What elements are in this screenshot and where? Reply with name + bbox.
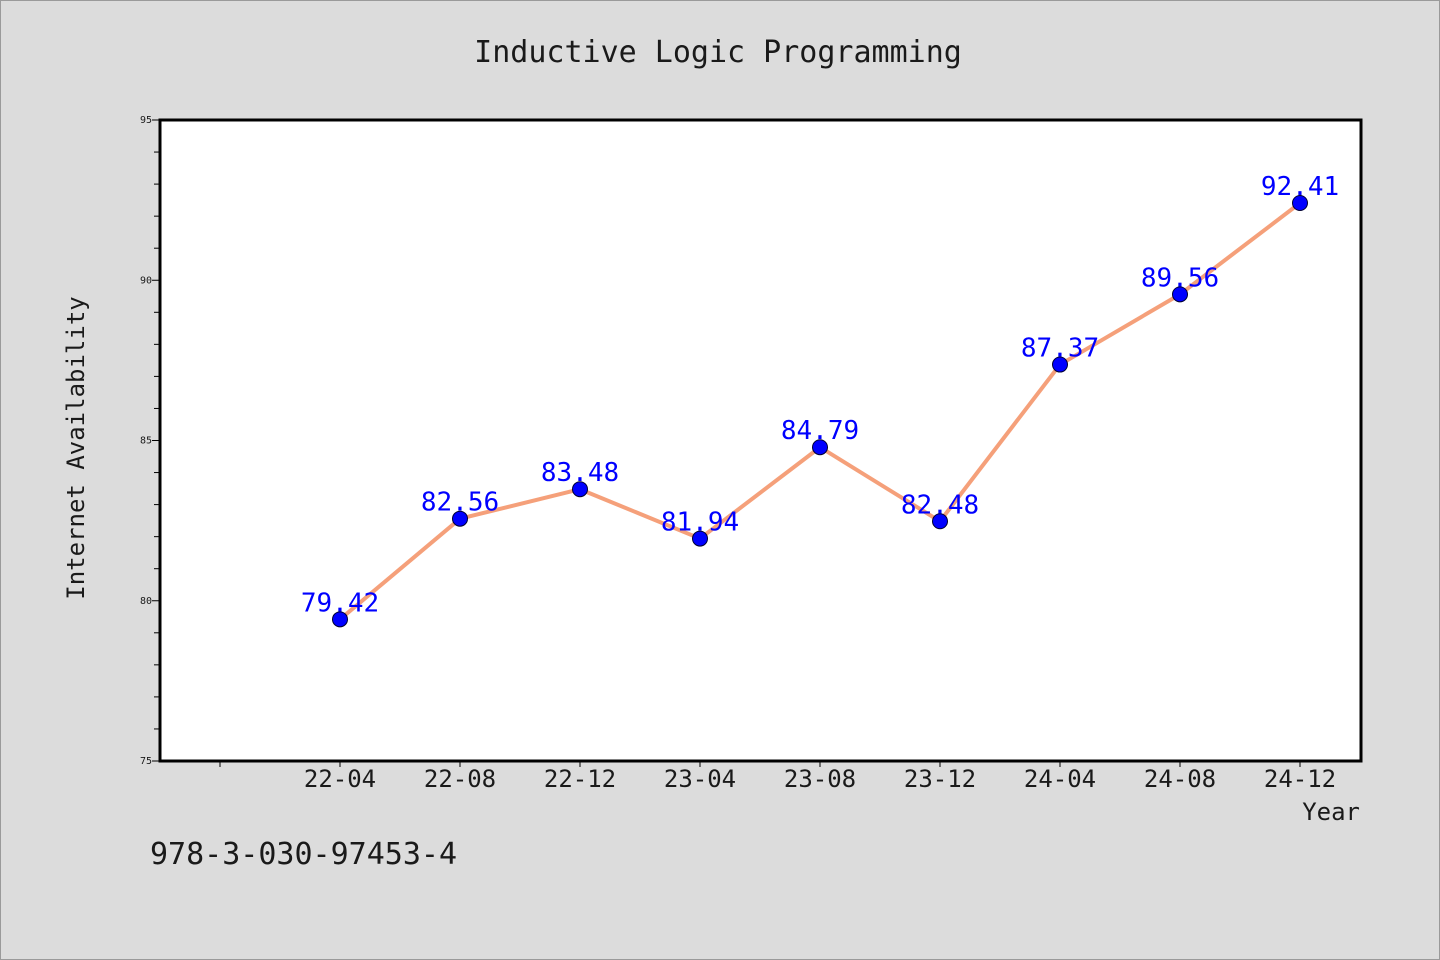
- data-label: 79.42: [301, 588, 379, 618]
- data-labels: 79.42 82.56 83.48 81.94 84.79 82.48 87.37 89.56…: [301, 172, 1339, 618]
- x-tick-label: 23-04: [664, 765, 736, 793]
- data-label: 89.56: [1141, 263, 1219, 293]
- data-label: 82.56: [421, 488, 499, 518]
- data-point: [1172, 286, 1188, 303]
- data-point: [572, 481, 588, 498]
- data-label: 82.48: [901, 490, 979, 520]
- data-label: 81.94: [661, 508, 739, 538]
- x-tick-label: 22-08: [424, 765, 496, 793]
- data-point: [812, 439, 828, 456]
- data-label: 83.48: [541, 458, 619, 488]
- plot-area: [158, 118, 1363, 763]
- y-axis-ticks: 75 80 85 90 95: [140, 115, 160, 767]
- x-axis-title: Year: [1302, 798, 1360, 826]
- y-tick-label: 80: [140, 596, 152, 607]
- x-tick-label: 23-08: [784, 765, 856, 793]
- y-minor-ticks: [154, 151, 160, 730]
- y-axis-title: Internet Availability: [62, 296, 90, 599]
- data-point: [452, 510, 468, 527]
- x-tick-label: 24-12: [1264, 765, 1336, 793]
- y-tick-label: 75: [140, 756, 152, 767]
- data-label: 87.37: [1021, 334, 1099, 364]
- data-markers: [332, 195, 1308, 628]
- data-point: [1292, 195, 1308, 212]
- y-tick-label: 95: [140, 115, 152, 126]
- x-tick-label: 23-12: [904, 765, 976, 793]
- y-tick-label: 85: [140, 436, 152, 447]
- data-point: [1052, 356, 1068, 373]
- data-point: [332, 611, 348, 628]
- data-point: [932, 513, 948, 530]
- data-point: [692, 530, 708, 547]
- data-label: 92.41: [1261, 172, 1339, 202]
- isbn-text: 978-3-030-97453-4: [150, 837, 457, 872]
- y-tick-label: 90: [140, 275, 152, 286]
- chart-title: Inductive Logic Programming: [474, 35, 962, 70]
- x-tick-label: 22-04: [304, 765, 376, 793]
- x-tick-label: 22-12: [544, 765, 616, 793]
- x-axis-ticks: 22-04 22-08 22-12 23-04 23-08 23-12 24-04 24-08…: [219, 761, 1336, 793]
- x-tick-label: 24-08: [1144, 765, 1216, 793]
- data-label: 84.79: [781, 416, 859, 446]
- x-tick-label: 24-04: [1024, 765, 1096, 793]
